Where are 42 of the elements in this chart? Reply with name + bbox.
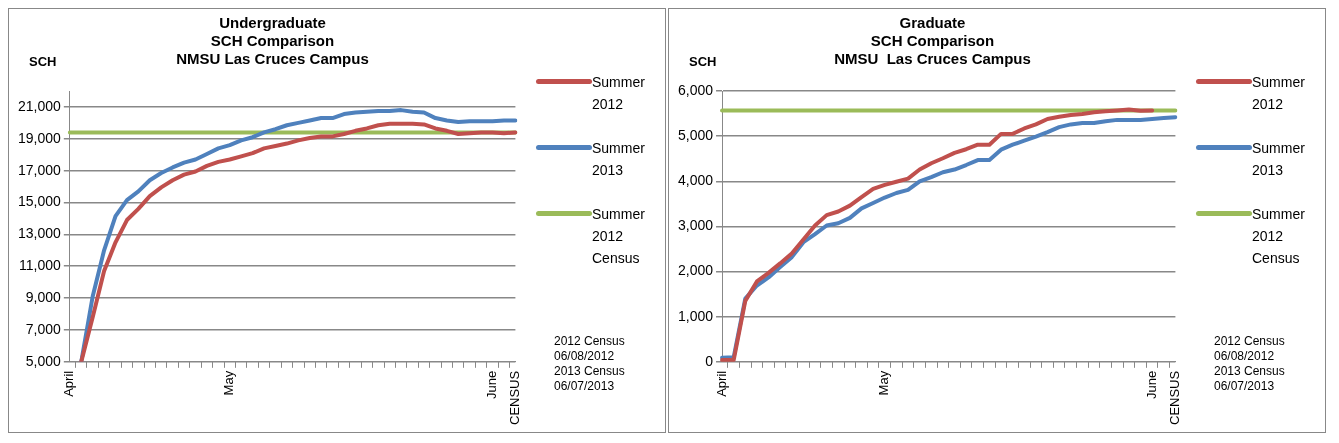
y-tick-label: 5,000 (25, 352, 62, 369)
legend-label: Summer 2012 (1252, 73, 1306, 114)
y-tick-label: 6,000 (677, 81, 714, 98)
legend-label: Summer 2013 (1252, 139, 1306, 180)
x-tick-label: May (876, 370, 892, 396)
x-tick-label: June (1143, 370, 1159, 400)
y-tick-label: 15,000 (17, 193, 62, 210)
chart-title: Undergraduate SCH Comparison NMSU Las Cruces Campus (176, 14, 369, 68)
text: 06/07/2013 (1214, 379, 1276, 394)
y-tick-label: 13,000 (17, 225, 62, 242)
y-tick-label: 2,000 (677, 262, 714, 279)
text: 06/08/2012 (554, 349, 616, 364)
x-tick-label: June (484, 370, 500, 400)
text: 06/07/2013 (554, 379, 616, 394)
text: 2012 Census (554, 334, 625, 349)
text: 2013 Census (1214, 364, 1285, 379)
y-tick-label: 11,000 (19, 257, 62, 274)
y-tick-label: 3,000 (677, 217, 714, 234)
y-axis-title: SCH (689, 54, 717, 69)
chart-title: Graduate SCH Comparison NMSU Las Cruces Campus (834, 14, 1031, 68)
y-tick-label: 17,000 (17, 161, 62, 178)
y-tick-label: 7,000 (25, 320, 62, 337)
y-tick-label: 4,000 (677, 172, 714, 189)
x-tick-label: April (61, 370, 77, 397)
legend-label: Summer 2012 Census (592, 205, 646, 268)
y-tick-label: 9,000 (25, 288, 62, 305)
y-tick-label: 0 (705, 352, 714, 369)
text: 2012 Census (1214, 334, 1285, 349)
legend-label: Summer 2012 (592, 73, 646, 114)
y-tick-label: 21,000 (17, 97, 62, 114)
y-tick-label: 19,000 (17, 129, 62, 146)
x-tick-label: CENSUS (1166, 370, 1182, 426)
y-axis-title: SCH (29, 54, 57, 69)
x-tick-label: April (713, 370, 729, 397)
y-tick-label: 1,000 (677, 307, 714, 324)
text: 06/08/2012 (1214, 349, 1276, 364)
x-tick-label: CENSUS (506, 370, 522, 426)
x-tick-label: May (221, 370, 237, 396)
legend-label: Summer 2012 Census (1252, 205, 1306, 268)
legend-label: Summer 2013 (592, 139, 646, 180)
y-tick-label: 5,000 (677, 127, 714, 143)
text: 2013 Census (554, 364, 625, 379)
